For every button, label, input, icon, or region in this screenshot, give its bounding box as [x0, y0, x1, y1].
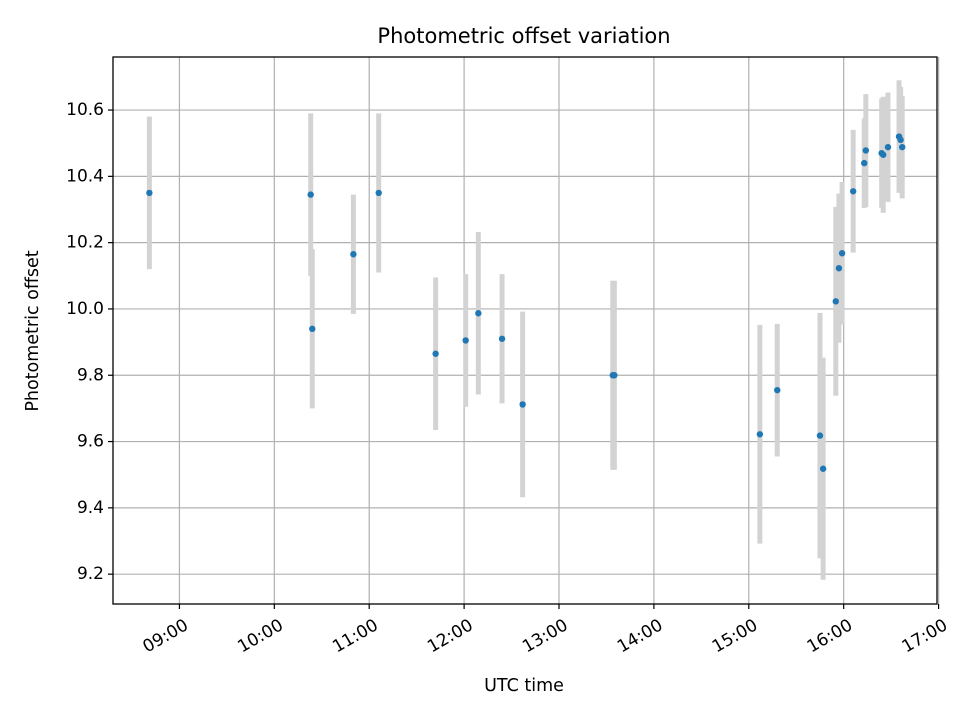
data-point	[756, 431, 764, 438]
data-point	[498, 335, 506, 342]
data-point	[880, 151, 887, 158]
data-point	[462, 337, 469, 344]
plot-frame	[112, 56, 938, 605]
y-axis-label: Photometric offset	[23, 250, 43, 411]
y-tick-label: 9.4	[77, 498, 104, 518]
data-point	[774, 386, 781, 394]
y-tick-label: 9.8	[77, 365, 104, 385]
data-point	[819, 465, 827, 472]
data-point	[375, 189, 382, 197]
data-point	[475, 310, 482, 317]
data-point	[519, 401, 526, 408]
y-tick-label: 10.0	[66, 299, 104, 319]
x-axis-label: UTC time	[484, 676, 564, 696]
data-point	[350, 251, 357, 258]
data-point	[897, 136, 904, 144]
data-point	[862, 147, 870, 154]
grid	[113, 57, 940, 604]
data-point	[832, 298, 839, 305]
data-point	[307, 191, 314, 198]
data-point	[309, 325, 316, 333]
y-tick-label: 10.2	[66, 233, 104, 253]
data-point	[849, 188, 857, 195]
data-point	[611, 372, 618, 379]
y-tick-label: 10.4	[66, 166, 104, 186]
data-points	[146, 133, 906, 472]
data-point	[884, 143, 892, 151]
chart-title: Photometric offset variation	[377, 24, 670, 48]
y-tick-label: 9.2	[77, 564, 104, 584]
data-point	[146, 189, 153, 197]
data-point	[816, 432, 824, 439]
data-point	[835, 264, 843, 272]
y-tick-label: 10.6	[66, 100, 104, 120]
y-tick-label: 9.6	[77, 432, 104, 452]
data-point	[432, 350, 439, 357]
y-axis: 9.2 9.4 9.6 9.8 10.0 10.2 10.4 10.6	[66, 100, 113, 584]
data-point	[838, 250, 846, 257]
data-point	[861, 159, 868, 167]
data-point	[899, 143, 906, 151]
